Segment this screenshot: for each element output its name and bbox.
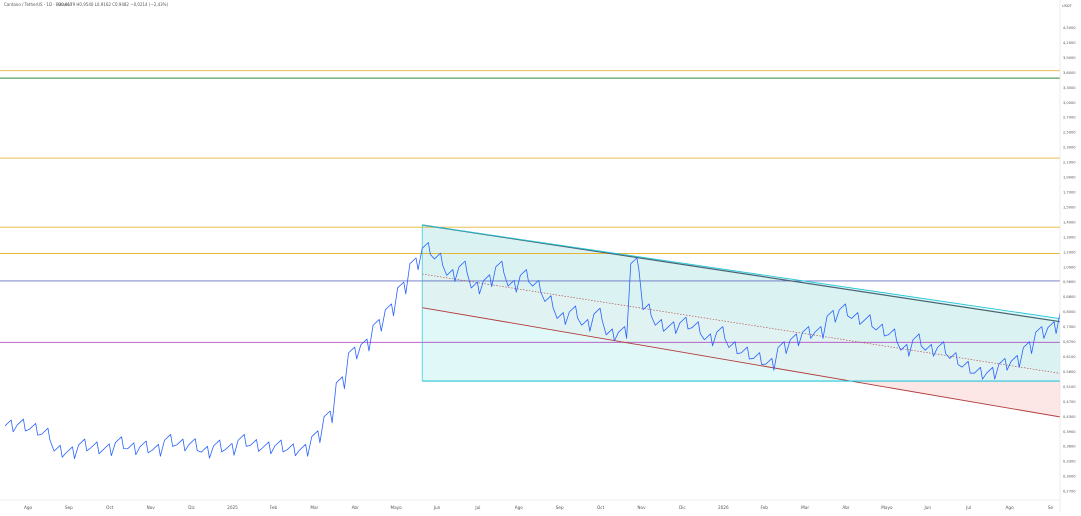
x-tick-label: Sep: [65, 505, 73, 510]
x-tick-label: Jun: [433, 505, 441, 510]
x-tick-label: Jul: [474, 505, 480, 510]
x-tick-label: 2025: [227, 505, 238, 510]
y-tick-label: 0,5600: [1063, 370, 1076, 374]
x-tick-label: Jul: [965, 505, 971, 510]
x-tick-label: Ago: [515, 505, 524, 510]
y-tick-label: 0,8800: [1063, 295, 1076, 299]
x-tick-label: Mar: [310, 505, 318, 510]
y-tick-label: 0,3300: [1063, 460, 1076, 464]
y-tick-label: 0,3600: [1063, 445, 1076, 449]
x-tick-label: Feb: [270, 505, 278, 510]
x-tick-label: Nov: [147, 505, 156, 510]
y-tick-label: 4,2000: [1063, 41, 1076, 45]
x-tick-label: Sep: [556, 505, 564, 510]
x-tick-label: Mayo: [390, 505, 402, 510]
x-tick-label: Feb: [760, 505, 768, 510]
y-tick-label: 3,6000: [1063, 71, 1076, 75]
triangle-top-edge: [422, 224, 1081, 323]
y-tick-label: 2,3000: [1063, 146, 1076, 150]
x-tick-label: Mar: [801, 505, 809, 510]
y-tick-label: 0,7300: [1063, 325, 1076, 329]
y-tick-label: 2,7000: [1063, 116, 1076, 120]
y-tick-label: 1,0900: [1063, 265, 1076, 269]
price-axis-panel: [1060, 0, 1081, 512]
x-tick-label: Ago: [1006, 505, 1015, 510]
y-tick-label: 0,6100: [1063, 355, 1076, 359]
y-tick-label: 1,3000: [1063, 235, 1076, 239]
y-tick-label: 0,9600: [1063, 280, 1076, 284]
y-tick-label: 2,1000: [1063, 161, 1076, 165]
y-tick-label: 0,3000: [1063, 475, 1076, 479]
x-tick-label: Se: [1048, 505, 1054, 510]
x-tick-label: Nov: [637, 505, 646, 510]
x-tick-label: Oct: [597, 505, 605, 510]
channel-upper-line: [422, 224, 1081, 326]
y-tick-label: 0,6700: [1063, 340, 1076, 344]
x-tick-label: Ago: [24, 505, 33, 510]
y-tick-label: 3,3000: [1063, 86, 1076, 90]
x-tick-label: Mayo: [881, 505, 893, 510]
y-tick-label: 0,5100: [1063, 385, 1076, 389]
y-tick-label: 1,2000: [1063, 250, 1076, 254]
y-tick-label: 1,7000: [1063, 191, 1076, 195]
x-tick-label: 2026: [718, 505, 729, 510]
x-tick-label: Abr: [352, 505, 360, 510]
y-tick-label: 2,5000: [1063, 131, 1076, 135]
y-tick-label: 1,9000: [1063, 176, 1076, 180]
descending-triangle-fill: [422, 224, 1081, 382]
channel-mid-line: [422, 273, 1081, 377]
y-tick-label: 0,8000: [1063, 310, 1076, 314]
symbol-header: Cardano / TetherUS · 1D · Binance: [4, 2, 72, 7]
ohlc-readout: O0,9179 H0,9540 L0,9162 C0,9482 −0,0214 …: [58, 2, 168, 7]
y-tick-label: 3,0000: [1063, 101, 1076, 105]
currency-label: USDT: [1062, 4, 1073, 8]
x-tick-label: Abr: [842, 505, 850, 510]
y-tick-label: 3,9000: [1063, 56, 1076, 60]
x-tick-label: Dic: [679, 505, 686, 510]
y-tick-label: 0,3900: [1063, 430, 1076, 434]
x-tick-label: Jun: [924, 505, 932, 510]
y-tick-label: 1,4000: [1063, 220, 1076, 224]
drawing-layer: [421, 224, 1081, 421]
y-tick-label: 0,4700: [1063, 400, 1076, 404]
y-tick-label: 0,4300: [1063, 415, 1076, 419]
fill-layer: [422, 224, 1081, 421]
x-tick-label: Oct: [106, 505, 114, 510]
y-tick-label: 4,5000: [1063, 26, 1076, 30]
x-tick-label: Dic: [188, 505, 195, 510]
y-tick-label: 1,5000: [1063, 205, 1076, 209]
y-tick-label: 0,2700: [1063, 490, 1076, 494]
